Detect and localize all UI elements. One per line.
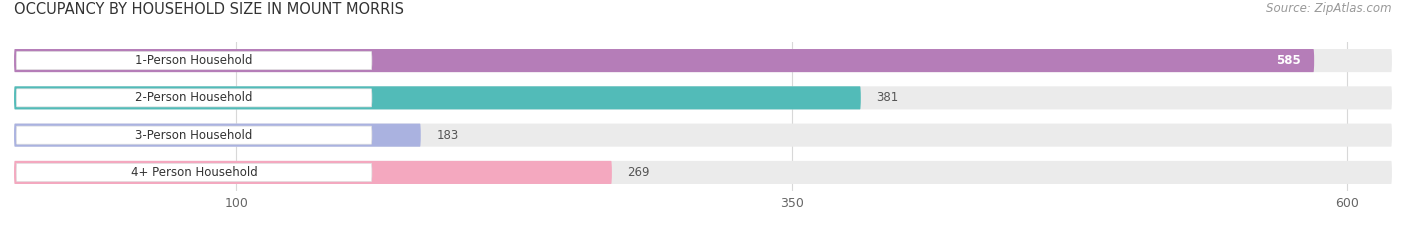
Text: 269: 269 <box>627 166 650 179</box>
FancyBboxPatch shape <box>14 123 420 147</box>
FancyBboxPatch shape <box>14 86 860 110</box>
FancyBboxPatch shape <box>14 49 1392 72</box>
FancyBboxPatch shape <box>14 161 612 184</box>
Text: OCCUPANCY BY HOUSEHOLD SIZE IN MOUNT MORRIS: OCCUPANCY BY HOUSEHOLD SIZE IN MOUNT MOR… <box>14 2 404 17</box>
FancyBboxPatch shape <box>14 49 1315 72</box>
FancyBboxPatch shape <box>17 126 371 144</box>
FancyBboxPatch shape <box>17 163 371 182</box>
Text: 585: 585 <box>1277 54 1301 67</box>
Text: 3-Person Household: 3-Person Household <box>135 129 253 142</box>
Text: Source: ZipAtlas.com: Source: ZipAtlas.com <box>1267 2 1392 15</box>
FancyBboxPatch shape <box>17 51 371 70</box>
FancyBboxPatch shape <box>14 161 1392 184</box>
FancyBboxPatch shape <box>14 123 1392 147</box>
Text: 4+ Person Household: 4+ Person Household <box>131 166 257 179</box>
Text: 381: 381 <box>876 91 898 104</box>
FancyBboxPatch shape <box>14 86 1392 110</box>
Text: 183: 183 <box>436 129 458 142</box>
Text: 2-Person Household: 2-Person Household <box>135 91 253 104</box>
Text: 1-Person Household: 1-Person Household <box>135 54 253 67</box>
FancyBboxPatch shape <box>17 89 371 107</box>
